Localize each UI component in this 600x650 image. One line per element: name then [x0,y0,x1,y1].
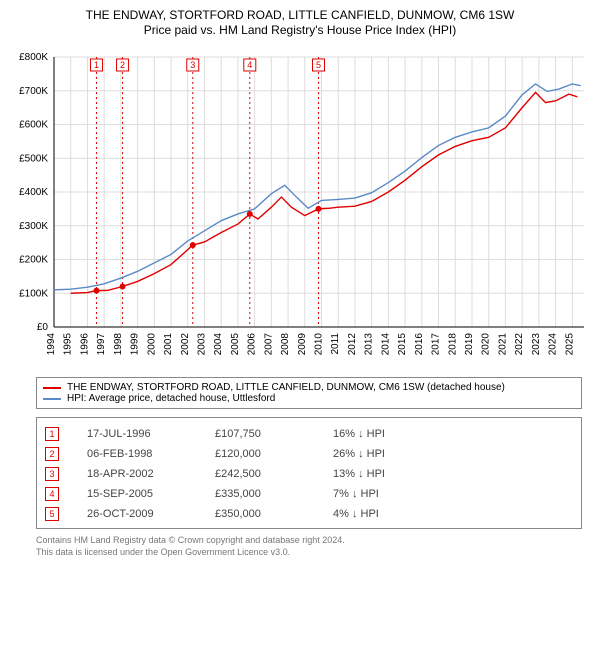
svg-text:2010: 2010 [314,333,325,356]
svg-text:2023: 2023 [531,333,542,356]
title-line-1: THE ENDWAY, STORTFORD ROAD, LITTLE CANFI… [4,8,596,22]
sale-price: £120,000 [215,448,305,460]
svg-text:1996: 1996 [79,333,90,356]
svg-text:2015: 2015 [397,333,408,356]
sale-marker-badge: 2 [45,447,59,461]
svg-text:1994: 1994 [46,333,57,356]
svg-text:2003: 2003 [196,333,207,356]
legend-swatch [43,398,61,400]
svg-text:1997: 1997 [96,333,107,356]
footer: Contains HM Land Registry data © Crown c… [36,535,582,558]
legend-item: THE ENDWAY, STORTFORD ROAD, LITTLE CANFI… [43,382,575,393]
svg-text:£400K: £400K [19,187,48,198]
title-line-2: Price paid vs. HM Land Registry's House … [4,23,596,37]
sale-date: 26-OCT-2009 [87,508,187,520]
sale-price: £335,000 [215,488,305,500]
svg-text:2013: 2013 [364,333,375,356]
sale-marker-badge: 1 [45,427,59,441]
svg-text:2004: 2004 [213,333,224,356]
svg-text:2024: 2024 [548,333,559,356]
svg-text:2012: 2012 [347,333,358,356]
svg-text:1999: 1999 [130,333,141,356]
sales-row: 2 06-FEB-1998 £120,000 26% ↓ HPI [45,444,573,464]
sale-pct: 7% ↓ HPI [333,488,433,500]
sale-price: £350,000 [215,508,305,520]
sale-price: £242,500 [215,468,305,480]
sale-price: £107,750 [215,428,305,440]
svg-text:£700K: £700K [19,86,48,97]
svg-text:£0: £0 [37,322,49,333]
svg-text:2000: 2000 [146,333,157,356]
svg-text:2009: 2009 [297,333,308,356]
svg-text:2008: 2008 [280,333,291,356]
svg-text:£600K: £600K [19,120,48,131]
legend-label: THE ENDWAY, STORTFORD ROAD, LITTLE CANFI… [67,382,505,393]
sale-marker-badge: 3 [45,467,59,481]
svg-text:2: 2 [120,60,125,70]
svg-text:2025: 2025 [564,333,575,356]
svg-text:2018: 2018 [447,333,458,356]
svg-text:5: 5 [316,60,321,70]
sale-date: 06-FEB-1998 [87,448,187,460]
sale-pct: 26% ↓ HPI [333,448,433,460]
svg-text:2005: 2005 [230,333,241,356]
sale-pct: 4% ↓ HPI [333,508,433,520]
footer-line-2: This data is licensed under the Open Gov… [36,547,582,559]
svg-text:2017: 2017 [431,333,442,356]
sales-row: 4 15-SEP-2005 £335,000 7% ↓ HPI [45,484,573,504]
svg-text:£500K: £500K [19,153,48,164]
footer-line-1: Contains HM Land Registry data © Crown c… [36,535,582,547]
chart: £0 £100K £200K £300K £400K £500K £600K £700K £80… [10,41,590,371]
sale-date: 17-JUL-1996 [87,428,187,440]
svg-text:2019: 2019 [464,333,475,356]
svg-text:£200K: £200K [19,255,48,266]
legend: THE ENDWAY, STORTFORD ROAD, LITTLE CANFI… [36,377,582,409]
svg-text:2022: 2022 [514,333,525,356]
svg-text:1: 1 [94,60,99,70]
sale-pct: 13% ↓ HPI [333,468,433,480]
svg-text:2016: 2016 [414,333,425,356]
svg-text:2006: 2006 [247,333,258,356]
svg-text:£300K: £300K [19,221,48,232]
sale-marker-badge: 5 [45,507,59,521]
svg-text:2007: 2007 [263,333,274,356]
sales-row: 5 26-OCT-2009 £350,000 4% ↓ HPI [45,504,573,524]
sales-table: 1 17-JUL-1996 £107,750 16% ↓ HPI 2 06-FEB-199… [36,417,582,529]
sale-date: 18-APR-2002 [87,468,187,480]
svg-text:2020: 2020 [481,333,492,356]
svg-text:4: 4 [247,60,252,70]
svg-text:£800K: £800K [19,52,48,63]
sale-date: 15-SEP-2005 [87,488,187,500]
sale-marker-badge: 4 [45,487,59,501]
svg-text:1995: 1995 [63,333,74,356]
svg-text:2011: 2011 [330,333,341,355]
svg-text:2021: 2021 [497,333,508,356]
svg-text:2014: 2014 [380,333,391,356]
sales-row: 3 18-APR-2002 £242,500 13% ↓ HPI [45,464,573,484]
svg-text:3: 3 [190,60,195,70]
legend-swatch [43,387,61,389]
legend-label: HPI: Average price, detached house, Uttl… [67,393,275,404]
sales-row: 1 17-JUL-1996 £107,750 16% ↓ HPI [45,424,573,444]
title-block: THE ENDWAY, STORTFORD ROAD, LITTLE CANFI… [0,0,600,41]
svg-text:2001: 2001 [163,333,174,356]
svg-text:£100K: £100K [19,288,48,299]
chart-container: THE ENDWAY, STORTFORD ROAD, LITTLE CANFI… [0,0,600,558]
sale-pct: 16% ↓ HPI [333,428,433,440]
svg-text:1998: 1998 [113,333,124,356]
legend-item: HPI: Average price, detached house, Uttl… [43,393,575,404]
svg-text:2002: 2002 [180,333,191,356]
